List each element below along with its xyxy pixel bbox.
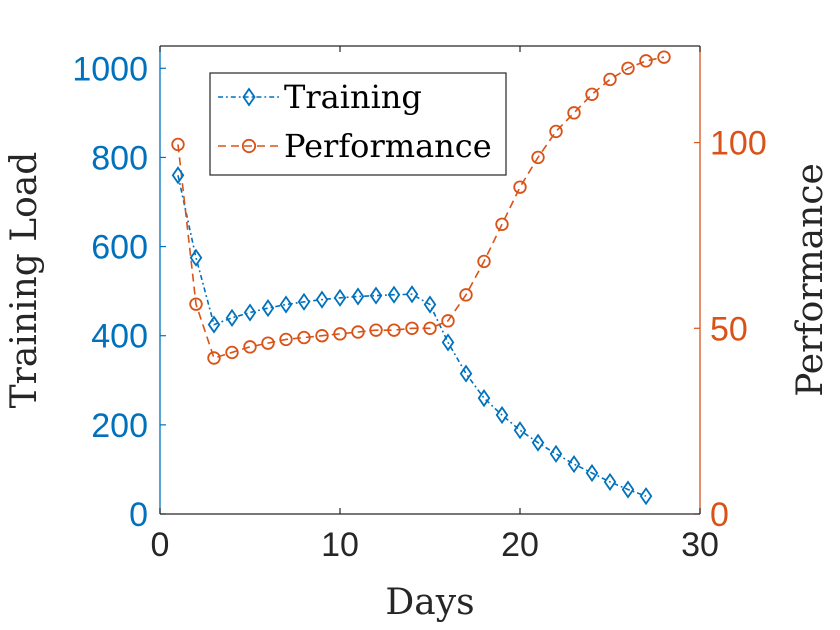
- training-point-13: [387, 285, 401, 304]
- training-point-11: [351, 287, 365, 306]
- legend-box: [209, 72, 507, 176]
- performance-point-1: [171, 137, 185, 152]
- legend-training-label: Training: [284, 78, 422, 116]
- training-point-15: [423, 295, 437, 314]
- x-tick-label-3: 30: [681, 526, 719, 564]
- performance-point-2: [189, 297, 203, 311]
- right-y-tick-label-2: 100: [710, 125, 767, 163]
- left-y-tick-label-2: 400: [91, 318, 148, 356]
- training-point-21: [531, 433, 545, 452]
- performance-point-23: [567, 106, 581, 120]
- left-y-tick-label-1: 200: [91, 407, 148, 445]
- training-point-23: [567, 455, 581, 474]
- legend-performance-label: Performance: [284, 127, 492, 165]
- x-axis-label: Days: [385, 582, 474, 623]
- training-point-10: [333, 288, 347, 307]
- right-y-tick-label-1: 50: [710, 310, 748, 348]
- training-point-14: [405, 285, 419, 304]
- left-y-tick-label-3: 600: [91, 229, 148, 267]
- performance-point-20: [513, 180, 527, 194]
- series-line-performance: [177, 56, 665, 359]
- performance-point-12: [369, 323, 383, 337]
- series-line-training: [177, 175, 647, 497]
- performance-point-21: [531, 150, 545, 165]
- training-point-19: [495, 405, 509, 425]
- x-tick-label-0: 0: [151, 526, 170, 564]
- training-point-27: [639, 487, 653, 506]
- left-y-tick-label-5: 1000: [72, 50, 148, 88]
- performance-point-17: [459, 288, 473, 302]
- bottom-axis: 0 10 20 30: [151, 508, 719, 564]
- training-point-4: [225, 308, 239, 327]
- performance-point-6: [261, 336, 275, 350]
- training-point-12: [369, 286, 383, 305]
- legend-training-marker: [242, 87, 256, 107]
- training-point-22: [549, 444, 563, 463]
- training-point-25: [603, 472, 617, 491]
- training-point-26: [621, 480, 635, 499]
- performance-point-16: [441, 314, 455, 328]
- training-point-20: [513, 421, 527, 440]
- training-point-24: [585, 463, 599, 483]
- performance-point-7: [279, 332, 293, 347]
- right-y-tick-label-0: 0: [710, 496, 729, 534]
- x-tick-label-1: 10: [321, 526, 359, 564]
- training-point-5: [243, 303, 257, 322]
- training-point-18: [477, 389, 491, 408]
- legend: Training Performance: [209, 72, 507, 176]
- performance-point-14: [405, 321, 419, 335]
- training-point-2: [189, 248, 203, 267]
- right-y-axis-label: Performance: [790, 163, 831, 397]
- performance-point-9: [315, 329, 329, 343]
- performance-point-22: [549, 124, 563, 139]
- performance-point-4: [225, 345, 239, 360]
- training-point-16: [441, 333, 455, 352]
- left-axis: 0 200 400 600 800 1000: [72, 46, 166, 534]
- performance-point-19: [495, 217, 509, 231]
- right-axis: 0 50 100: [694, 46, 767, 534]
- performance-point-5: [243, 340, 257, 354]
- performance-point-15: [423, 321, 437, 335]
- training-point-1: [171, 166, 185, 185]
- top-axis: [159, 45, 701, 52]
- training-point-3: [207, 315, 221, 334]
- performance-point-18: [477, 254, 491, 269]
- performance-point-10: [333, 327, 347, 341]
- performance-point-26: [621, 61, 635, 75]
- legend-performance-marker: [241, 138, 257, 154]
- training-point-8: [297, 292, 311, 311]
- training-point-6: [261, 299, 275, 318]
- left-y-tick-label-0: 0: [129, 496, 148, 534]
- left-y-axis-label: Training Load: [4, 152, 45, 409]
- series-markers: [171, 50, 671, 506]
- training-point-17: [459, 364, 473, 383]
- performance-point-8: [297, 330, 311, 345]
- performance-point-27: [639, 54, 653, 68]
- left-y-tick-label-4: 800: [91, 139, 148, 177]
- performance-point-11: [351, 325, 365, 339]
- performance-point-28: [657, 50, 671, 64]
- training-point-7: [279, 295, 293, 314]
- performance-point-3: [207, 351, 221, 365]
- training-point-9: [315, 290, 329, 309]
- x-tick-label-2: 20: [501, 526, 539, 564]
- performance-point-24: [585, 87, 599, 101]
- performance-point-13: [387, 323, 401, 337]
- series-lines: [177, 56, 665, 497]
- performance-point-25: [603, 72, 617, 87]
